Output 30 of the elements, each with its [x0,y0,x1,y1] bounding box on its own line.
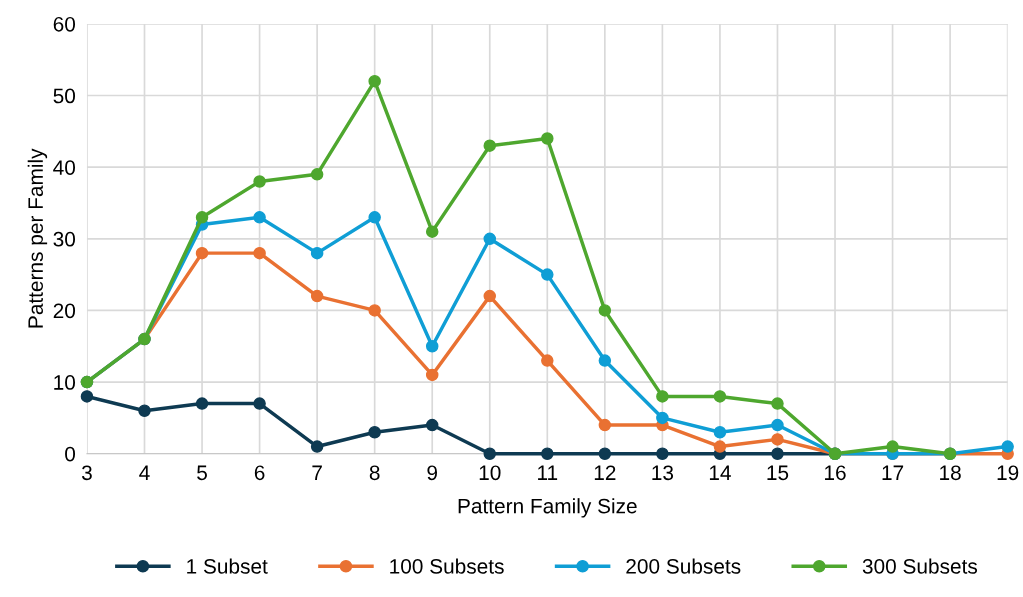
x-axis-title: Pattern Family Size [458,498,637,518]
y-tick-label: 10 [54,375,76,390]
legend-label: 1 Subset [187,558,268,574]
y-axis-title: Patterns per Family [27,148,48,328]
x-tick-label: 5 [197,465,207,481]
x-tick-label: 14 [709,465,731,480]
x-tick-label: 12 [594,465,616,480]
x-tick-label: 8 [369,465,380,481]
x-tick-label: 11 [538,465,558,480]
x-tick-label: 13 [652,465,674,481]
x-tick-label: 15 [767,465,789,481]
y-tick-label: 60 [53,16,76,32]
y-tick-label: 40 [53,160,76,175]
y-tick-label: 30 [53,231,76,247]
legend-label: 300 Subsets [862,558,978,574]
x-tick-label: 6 [254,465,265,481]
x-tick-label: 18 [940,465,961,481]
x-tick-label: 7 [312,465,322,480]
x-tick-label: 4 [139,465,150,480]
legend-label: 200 Subsets [626,558,741,574]
legend-label: 100 Subsets [390,558,504,574]
x-tick-label: 17 [882,465,904,480]
y-tick-label: 20 [53,303,76,319]
y-tick-label: 0 [65,446,76,462]
x-tick-label: 19 [997,465,1019,481]
x-tick-label: 3 [81,465,92,481]
x-tick-label: 10 [479,465,501,481]
y-tick-label: 50 [53,88,76,104]
x-tick-label: 16 [825,465,846,481]
x-tick-label: 9 [427,465,438,481]
